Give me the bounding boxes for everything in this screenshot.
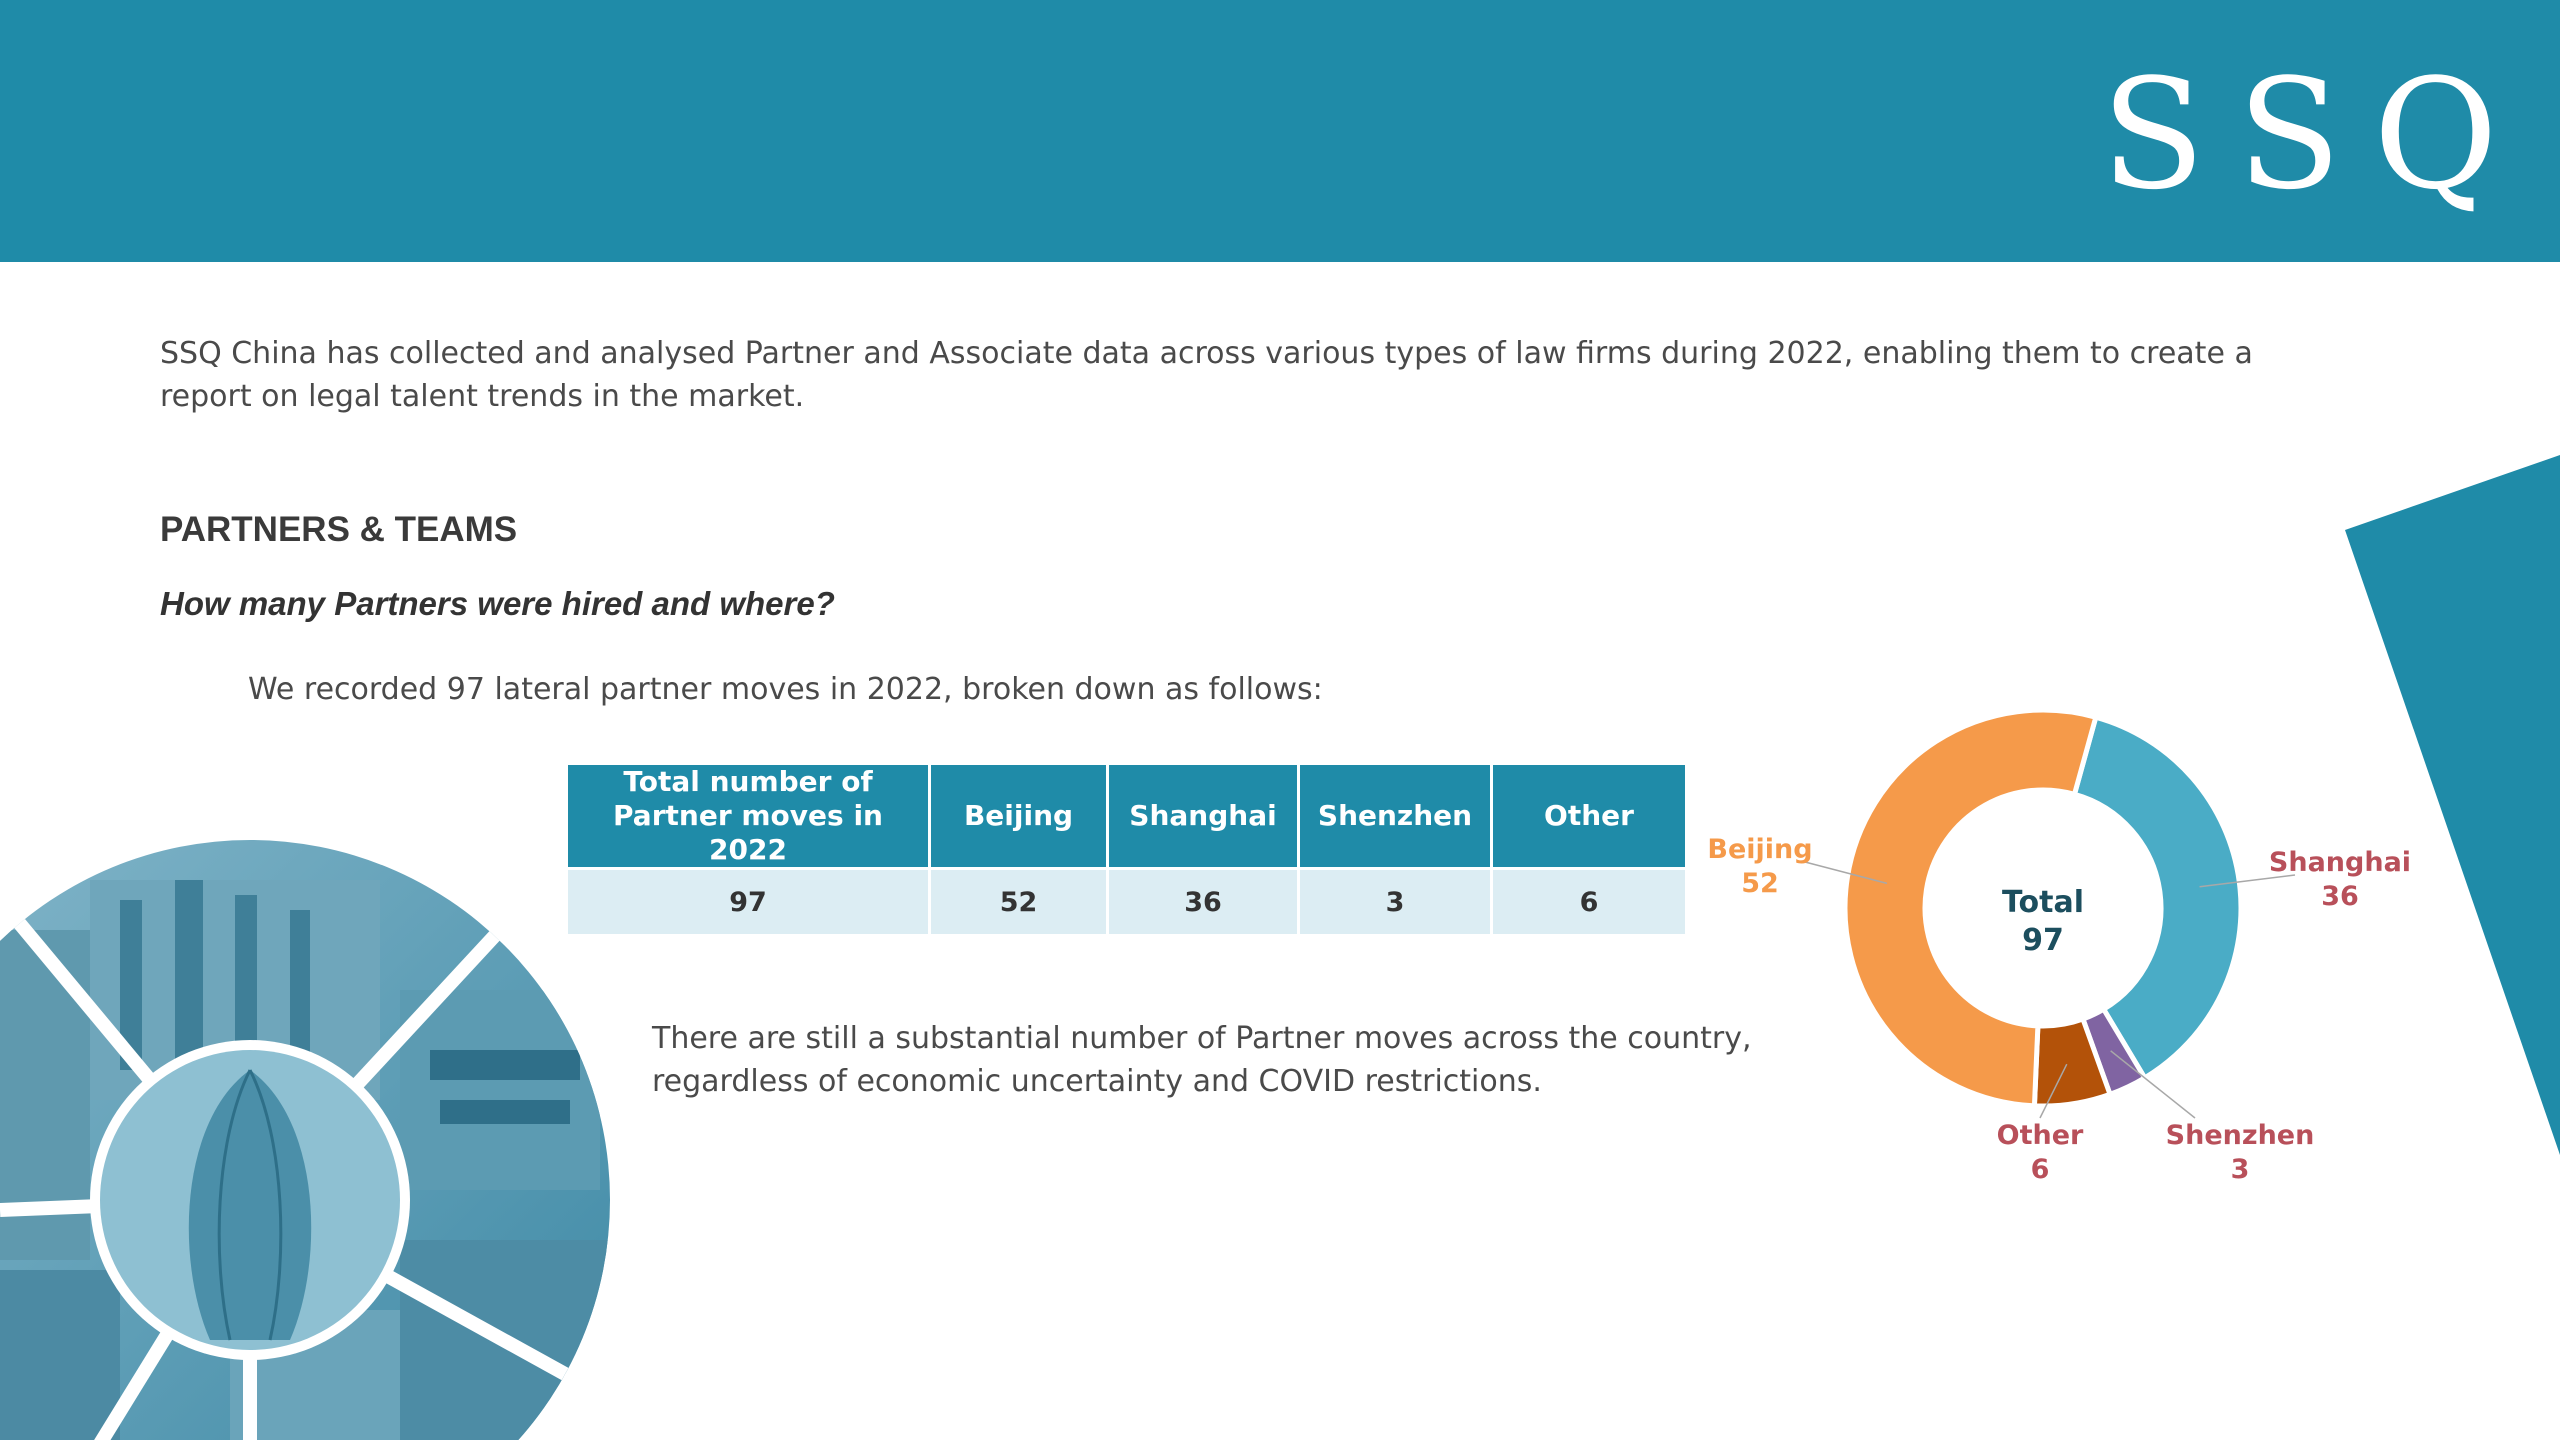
table-cell: 97 (565, 867, 931, 937)
donut-center-label: Total (2002, 885, 2084, 920)
decorative-accent-shape (2345, 455, 2560, 1155)
table-header-cell: Total number of Partner moves in 2022 (565, 762, 931, 870)
intro-paragraph: SSQ China has collected and analysed Par… (160, 336, 2253, 414)
label-leader-lines (1804, 861, 2296, 1119)
city-photo-collage-image (0, 840, 610, 1440)
table-cell: 6 (1490, 867, 1688, 937)
table-header-row: Total number of Partner moves in 2022 Be… (565, 762, 1688, 870)
donut-slice-shanghai (2071, 714, 2244, 1082)
lead-paragraph: We recorded 97 lateral partner moves in … (248, 672, 1323, 707)
donut-slices (1842, 707, 2244, 1109)
header-banner: S S Q (0, 0, 2560, 262)
table-cell: 36 (1106, 867, 1300, 937)
slice-label-name: Other (1997, 1120, 2084, 1151)
table-header-cell: Shanghai (1106, 762, 1300, 870)
table-cell: 52 (928, 867, 1109, 937)
slice-label-name: Beijing (1707, 834, 1812, 865)
leader-line (2199, 874, 2296, 888)
logo-letter: Q (2373, 46, 2498, 223)
table-header-cell: Shenzhen (1297, 762, 1493, 870)
leader-line (1804, 861, 1888, 885)
table-header-cell: Other (1490, 762, 1688, 870)
section-heading: PARTNERS & TEAMS (160, 510, 518, 549)
logo-letter: S (2237, 46, 2342, 223)
ssq-logo[interactable]: S S Q (2085, 46, 2498, 223)
slice-label-value: 6 (2031, 1154, 2050, 1185)
slice-label-value: 3 (2231, 1154, 2250, 1185)
donut-slice-beijing (1842, 707, 2099, 1109)
table-cell: 3 (1297, 867, 1493, 937)
leader-line (2039, 1063, 2068, 1119)
table-header-cell: Beijing (928, 762, 1109, 870)
table-row: 97 52 36 3 6 (565, 867, 1688, 937)
partner-moves-table: Total number of Partner moves in 2022 Be… (565, 762, 1688, 937)
slice-label-value: 52 (1741, 868, 1779, 899)
donut-center-value: 97 (2022, 923, 2064, 958)
slice-label-value: 36 (2321, 881, 2359, 912)
leader-line (2110, 1050, 2196, 1119)
slice-label-name: Shanghai (2269, 847, 2411, 878)
note-paragraph: There are still a substantial number of … (652, 1021, 1752, 1099)
logo-letter: S (2101, 46, 2206, 223)
slice-label-name: Shenzhen (2166, 1120, 2315, 1151)
section-question: How many Partners were hired and where? (160, 585, 835, 622)
